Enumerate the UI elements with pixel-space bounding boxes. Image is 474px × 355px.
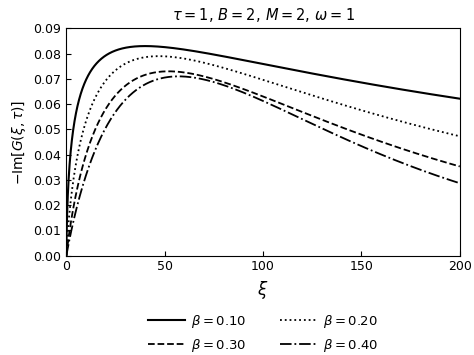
X-axis label: $\xi$: $\xi$ — [257, 279, 269, 301]
Title: $\tau = 1,\, B = 2,\, M = 2,\, \omega = 1$: $\tau = 1,\, B = 2,\, M = 2,\, \omega = … — [172, 6, 355, 24]
Legend: $\beta = 0.10$, $\beta = 0.30$, $\beta = 0.20$, $\beta = 0.40$: $\beta = 0.10$, $\beta = 0.30$, $\beta =… — [143, 308, 383, 355]
Y-axis label: $-\mathrm{Im}[G(\xi, \tau)]$: $-\mathrm{Im}[G(\xi, \tau)]$ — [10, 99, 28, 185]
